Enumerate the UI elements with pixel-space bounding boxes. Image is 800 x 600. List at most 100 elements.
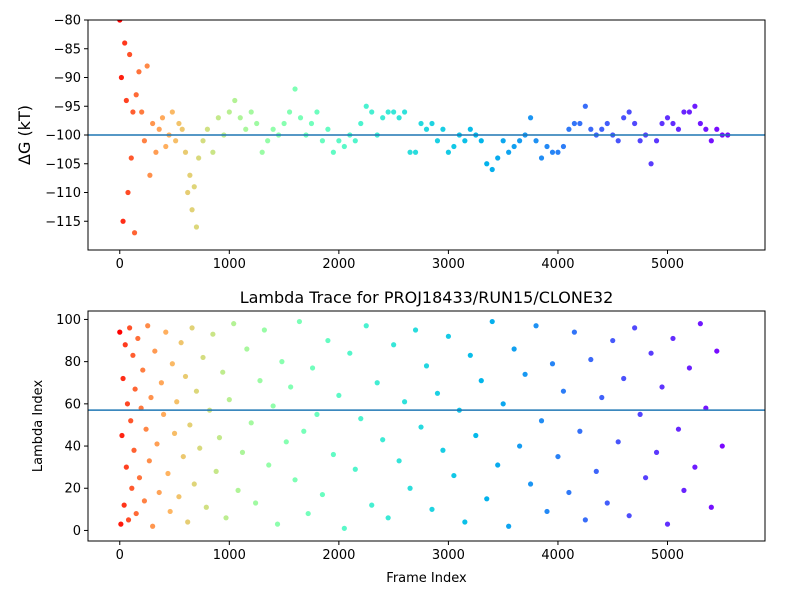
lambda-trace-point — [473, 432, 479, 439]
lambda-trace-point — [130, 352, 136, 358]
delta-g-point — [259, 149, 265, 155]
lambda-trace-point — [128, 418, 134, 424]
delta-g-point — [314, 109, 320, 115]
delta-g-point — [122, 40, 128, 46]
delta-g-point — [163, 143, 169, 150]
delta-g-point — [544, 143, 550, 150]
x-tick-label: 1000 — [213, 257, 246, 272]
lambda-trace-point — [396, 458, 402, 464]
lambda-trace-point — [412, 327, 419, 333]
lambda-trace-point — [659, 384, 665, 390]
delta-g-point — [533, 138, 539, 144]
lambda-trace-point — [391, 342, 397, 348]
delta-g-point — [495, 155, 501, 161]
lambda-trace-point — [200, 354, 206, 361]
lambda-trace-point — [325, 337, 331, 344]
delta-g-point — [571, 120, 577, 127]
delta-g-y-ticks: −115 −110 −105 −100 −95 −90 −85 −80 — [45, 14, 88, 230]
lambda-trace-point — [176, 494, 182, 500]
delta-g-point — [153, 149, 159, 155]
lambda-trace-point — [380, 437, 386, 443]
delta-g-point — [292, 86, 298, 92]
delta-g-point — [169, 109, 175, 115]
lambda-trace-point — [150, 523, 156, 529]
lambda-trace-point — [146, 458, 152, 464]
delta-g-point — [281, 120, 287, 127]
delta-g-point — [659, 120, 665, 127]
delta-g-point — [681, 109, 687, 115]
delta-g-point — [714, 126, 720, 132]
delta-g-point — [125, 189, 131, 196]
lambda-trace-point — [423, 363, 430, 369]
lambda-trace-point — [174, 399, 180, 405]
delta-g-point — [210, 149, 216, 155]
delta-g-point — [185, 189, 191, 196]
delta-g-point — [270, 126, 276, 132]
delta-g-point — [500, 138, 506, 144]
lambda-trace-point — [374, 380, 380, 386]
lambda-trace-point — [538, 418, 545, 424]
delta-g-point — [215, 115, 221, 121]
lambda-trace-point — [231, 321, 237, 327]
y-tick-label: 100 — [56, 313, 81, 328]
lambda-trace-point — [330, 451, 336, 458]
delta-g-point — [686, 109, 693, 115]
lambda-trace-point — [178, 340, 184, 346]
x-tick-label: 5000 — [651, 548, 684, 563]
delta-g-point — [139, 109, 145, 115]
y-tick-label: 60 — [64, 397, 81, 412]
delta-g-point — [506, 149, 512, 155]
lambda-trace-point — [511, 346, 517, 352]
lambda-trace-point — [440, 447, 446, 453]
lambda-trace-point — [182, 373, 189, 380]
lambda-trace-point — [154, 441, 160, 447]
delta-g-point — [159, 115, 166, 121]
delta-g-point — [191, 184, 197, 190]
delta-g-point — [308, 120, 315, 127]
delta-g-point — [511, 143, 517, 150]
lambda-trace-point — [708, 504, 714, 510]
lambda-trace-point — [296, 318, 303, 325]
delta-g-y-axis-label: ΔG (kT) — [15, 105, 34, 165]
delta-g-point — [196, 155, 202, 161]
y-tick-label: −100 — [45, 129, 81, 144]
lambda-trace-point — [248, 420, 254, 426]
x-tick-label: 0 — [116, 257, 124, 272]
delta-g-point — [330, 149, 336, 155]
delta-g-point — [144, 63, 150, 69]
lambda-trace-point — [124, 401, 131, 407]
lambda-trace-point — [533, 323, 539, 329]
lambda-trace-point — [467, 352, 473, 358]
lambda-trace-point — [123, 464, 129, 470]
lambda-trace-point — [358, 416, 364, 422]
lambda-trace-point — [615, 439, 621, 445]
lambda-trace-point — [235, 487, 241, 493]
delta-g-point — [708, 138, 714, 144]
y-tick-label: 0 — [73, 524, 81, 539]
lambda-trace-point — [203, 504, 209, 510]
delta-g-point — [604, 120, 610, 127]
lambda-trace-point — [136, 475, 143, 481]
lambda-trace-point — [239, 449, 246, 455]
lambda-trace-point — [119, 432, 125, 439]
lambda-trace-point — [407, 485, 413, 491]
delta-g-point — [380, 115, 386, 121]
lambda-trace-point — [301, 428, 307, 434]
x-tick-label: 0 — [116, 548, 124, 563]
lambda-trace-point — [244, 346, 250, 352]
lambda-trace-point — [189, 325, 195, 331]
lambda-trace-point — [653, 449, 660, 455]
lambda-trace-point — [588, 356, 594, 363]
lambda-trace-point — [163, 329, 169, 335]
delta-g-point — [117, 20, 123, 23]
lambda-trace-point — [648, 350, 654, 356]
lambda-trace-point — [621, 375, 627, 382]
delta-g-point — [653, 138, 660, 144]
lambda-trace-point — [429, 506, 435, 512]
lambda-trace-panel: Lambda Trace for PROJ18433/RUN15/CLONE32… — [31, 288, 766, 586]
lambda-trace-point — [185, 519, 191, 525]
lambda-trace-point — [577, 428, 583, 434]
lambda-trace-point — [305, 510, 311, 517]
delta-g-point — [451, 143, 457, 150]
